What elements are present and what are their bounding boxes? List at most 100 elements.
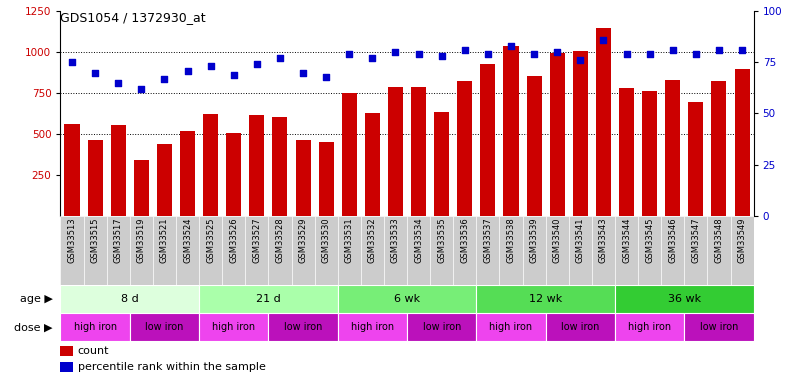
Point <box>620 51 633 57</box>
Text: GSM33536: GSM33536 <box>460 218 469 264</box>
Bar <box>708 216 730 285</box>
Bar <box>384 216 407 285</box>
Bar <box>569 216 592 285</box>
Point <box>574 57 587 63</box>
Text: GSM33531: GSM33531 <box>345 218 354 263</box>
Point <box>597 37 610 43</box>
Text: GSM33549: GSM33549 <box>737 218 746 263</box>
Text: low iron: low iron <box>145 322 184 332</box>
Text: GSM33525: GSM33525 <box>206 218 215 263</box>
Text: 8 d: 8 d <box>121 294 139 304</box>
Bar <box>642 92 657 216</box>
Bar <box>592 216 615 285</box>
Bar <box>134 160 149 216</box>
Point <box>227 72 240 78</box>
Bar <box>407 313 476 341</box>
Bar <box>684 216 708 285</box>
Bar <box>734 69 750 216</box>
Text: GSM33538: GSM33538 <box>506 218 516 264</box>
Text: GSM33519: GSM33519 <box>137 218 146 263</box>
Text: low iron: low iron <box>422 322 461 332</box>
Bar <box>60 285 199 313</box>
Bar <box>411 87 426 216</box>
Text: low iron: low iron <box>561 322 600 332</box>
Bar <box>153 216 176 285</box>
Text: GSM33548: GSM33548 <box>714 218 724 263</box>
Bar <box>550 53 565 216</box>
Bar <box>661 216 684 285</box>
Text: GSM33543: GSM33543 <box>599 218 608 263</box>
Text: high iron: high iron <box>489 322 533 332</box>
Text: GSM33541: GSM33541 <box>575 218 585 263</box>
Bar <box>64 124 80 216</box>
Text: GSM33513: GSM33513 <box>68 218 77 263</box>
Text: high iron: high iron <box>212 322 256 332</box>
Text: GSM33539: GSM33539 <box>530 218 538 263</box>
Point <box>65 59 78 65</box>
Point <box>181 68 194 74</box>
Bar <box>60 216 84 285</box>
Bar <box>365 113 380 216</box>
Bar <box>222 216 245 285</box>
Text: GSM33524: GSM33524 <box>183 218 192 263</box>
Point <box>158 76 171 82</box>
Bar <box>407 216 430 285</box>
Bar <box>157 144 172 216</box>
Bar <box>596 28 611 216</box>
Bar <box>730 216 754 285</box>
Text: GSM33533: GSM33533 <box>391 218 400 264</box>
Bar <box>615 313 684 341</box>
Bar <box>457 81 472 216</box>
Point <box>412 51 425 57</box>
Point <box>550 49 563 55</box>
Bar <box>361 216 384 285</box>
Text: GDS1054 / 1372930_at: GDS1054 / 1372930_at <box>60 11 206 24</box>
Bar <box>268 216 292 285</box>
Bar <box>203 114 218 216</box>
Text: GSM33534: GSM33534 <box>414 218 423 263</box>
Point <box>713 47 725 53</box>
Text: GSM33521: GSM33521 <box>160 218 169 263</box>
Text: GSM33526: GSM33526 <box>229 218 239 263</box>
Point <box>643 51 656 57</box>
Bar <box>476 313 546 341</box>
Bar <box>199 285 338 313</box>
Bar <box>106 216 130 285</box>
Bar <box>292 216 314 285</box>
Bar <box>318 142 334 216</box>
Text: count: count <box>77 346 110 356</box>
Bar <box>226 133 241 216</box>
Text: GSM33535: GSM33535 <box>437 218 447 263</box>
Bar <box>546 216 569 285</box>
Text: GSM33540: GSM33540 <box>553 218 562 263</box>
Text: low iron: low iron <box>700 322 738 332</box>
Point <box>435 53 448 59</box>
Bar <box>249 115 264 216</box>
Text: 21 d: 21 d <box>256 294 280 304</box>
Bar <box>130 216 153 285</box>
Text: GSM33530: GSM33530 <box>322 218 330 263</box>
Bar <box>272 117 288 216</box>
Bar <box>619 88 634 216</box>
Text: GSM33537: GSM33537 <box>484 218 492 264</box>
Bar <box>638 216 661 285</box>
Bar <box>500 216 522 285</box>
Bar <box>60 313 130 341</box>
Point <box>204 63 217 69</box>
Bar <box>665 80 680 216</box>
Text: dose ▶: dose ▶ <box>14 322 52 332</box>
Bar <box>338 216 361 285</box>
Bar <box>180 131 195 216</box>
Point <box>89 70 102 76</box>
Bar <box>476 216 500 285</box>
Bar <box>110 125 126 216</box>
Bar <box>176 216 199 285</box>
Bar <box>88 140 102 216</box>
Bar <box>615 216 638 285</box>
Text: high iron: high iron <box>351 322 394 332</box>
Text: 12 wk: 12 wk <box>529 294 563 304</box>
Point <box>481 51 494 57</box>
Bar <box>84 216 106 285</box>
Point <box>112 80 125 86</box>
Text: GSM33532: GSM33532 <box>368 218 377 263</box>
